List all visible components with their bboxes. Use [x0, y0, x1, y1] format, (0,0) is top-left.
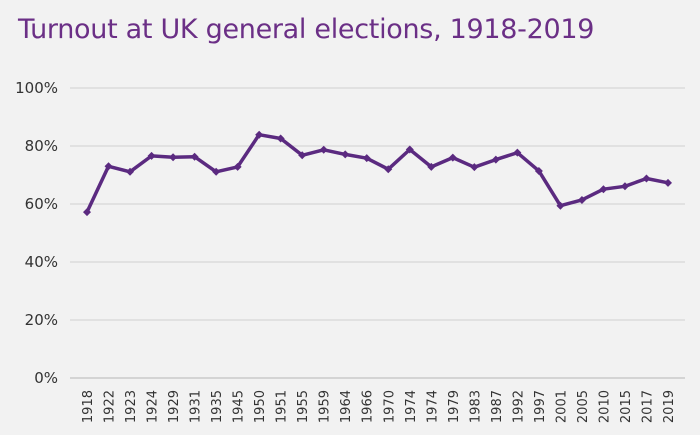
- data-point: [147, 151, 156, 160]
- y-tick-label: 20%: [25, 311, 58, 329]
- x-tick-label: 1997: [533, 390, 548, 423]
- y-tick-label: 60%: [25, 195, 58, 213]
- data-point: [534, 166, 543, 175]
- data-point: [491, 155, 500, 164]
- x-tick-label: 2010: [597, 390, 612, 423]
- data-point: [212, 167, 221, 176]
- data-point: [362, 154, 371, 163]
- data-point: [664, 178, 672, 187]
- series-line: [85, 132, 670, 214]
- x-tick-label: 1945: [232, 390, 247, 423]
- data-point: [319, 145, 328, 154]
- x-tick-label: 1951: [275, 390, 290, 423]
- x-tick-label: 2019: [662, 390, 677, 423]
- x-tick-label: 1931: [189, 390, 204, 423]
- data-point: [599, 185, 608, 194]
- x-tick-label: 1964: [339, 390, 354, 423]
- x-tick-label: 1959: [318, 390, 333, 423]
- x-tick-label: 1987: [490, 390, 505, 423]
- data-point: [427, 162, 436, 171]
- x-tick-label: 2001: [554, 390, 569, 423]
- y-tick-label: 80%: [25, 137, 58, 155]
- y-tick-label: 100%: [15, 79, 58, 97]
- data-point: [255, 130, 264, 139]
- x-tick-label: 1950: [253, 390, 268, 423]
- x-tick-label: 1929: [167, 390, 182, 423]
- x-tick-label: 1966: [361, 390, 376, 423]
- x-tick-label: 1918: [81, 390, 96, 423]
- x-tick-label: 2005: [576, 390, 591, 423]
- data-point: [298, 151, 307, 160]
- x-tick-label: 2015: [619, 390, 634, 423]
- data-point: [577, 195, 586, 204]
- y-tick-label: 0%: [34, 369, 58, 387]
- data-point: [126, 167, 135, 176]
- x-tick-label: 1979: [447, 390, 462, 423]
- data-point: [384, 165, 393, 174]
- x-tick-label: 1974: [404, 390, 419, 423]
- data-point: [169, 153, 178, 162]
- data-point: [233, 162, 242, 171]
- x-tick-label: 1935: [210, 390, 225, 423]
- x-tick-label: 2017: [640, 390, 655, 423]
- data-point: [190, 152, 199, 161]
- x-tick-label: 1955: [296, 390, 311, 423]
- data-point: [276, 134, 285, 143]
- data-point: [448, 153, 457, 162]
- y-tick-label: 40%: [25, 253, 58, 271]
- data-point: [556, 201, 565, 210]
- x-tick-label: 1970: [382, 390, 397, 423]
- x-tick-label: 1924: [146, 390, 161, 423]
- data-point: [513, 148, 522, 157]
- x-tick-label: 1974: [425, 390, 440, 423]
- x-tick-label: 1992: [511, 390, 526, 423]
- data-point: [83, 208, 91, 217]
- data-point: [104, 162, 113, 171]
- data-point: [620, 182, 629, 191]
- x-tick-label: 1923: [124, 390, 139, 423]
- data-point: [470, 163, 479, 172]
- data-point: [405, 145, 414, 154]
- chart-title: Turnout at UK general elections, 1918-20…: [18, 14, 595, 45]
- data-point: [642, 174, 651, 183]
- x-tick-label: 1922: [103, 390, 118, 423]
- x-tick-label: 1983: [468, 390, 483, 423]
- data-point: [341, 150, 350, 159]
